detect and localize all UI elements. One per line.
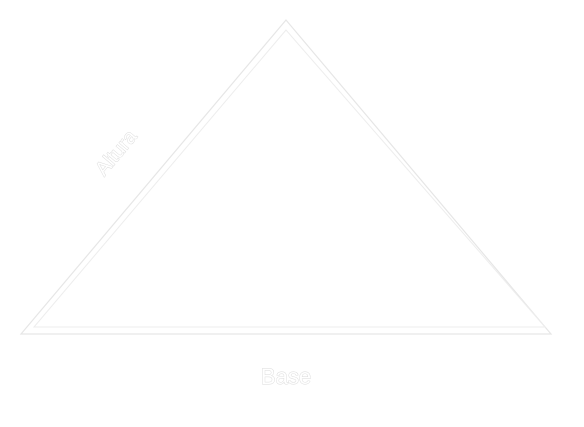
triangle-inner bbox=[32, 29, 547, 328]
triangle-outer bbox=[19, 19, 553, 335]
base-label: Base bbox=[261, 364, 311, 389]
side-label: Altura bbox=[91, 125, 142, 180]
